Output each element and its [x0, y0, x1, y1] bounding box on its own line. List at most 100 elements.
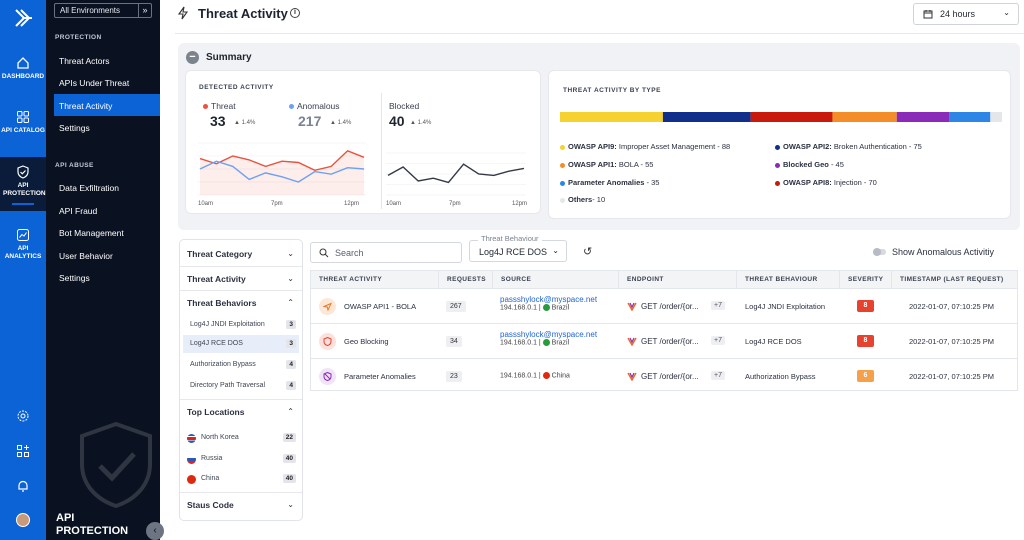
location-option[interactable]: Russia 40 [183, 450, 299, 468]
threat-behaviour: Log4J RCE DOS [745, 337, 802, 346]
geo-blocking-icon [319, 333, 336, 350]
nav-item-data-exfiltration[interactable]: Data Exfiltration [59, 183, 119, 193]
timestamp: 2022-01-07, 07:10:25 PM [909, 372, 995, 381]
nav-item-settings[interactable]: Settings [59, 123, 90, 133]
type-bar-segment [990, 112, 1002, 122]
x-tick-label: 10am [386, 201, 402, 207]
column-header[interactable]: THREAT ACTIVITY [311, 271, 439, 288]
anomalous-toggle-label: Show Anomalous Activitiy [892, 247, 995, 257]
detected-activity-card: DETECTED ACTIVITY Threat 33 ▲ 1.4% Anoma… [185, 70, 541, 214]
threat-type-stacked-bar [560, 112, 1002, 122]
flag-brazil-icon [542, 339, 550, 346]
source-email[interactable]: passshylock@myspace.net [500, 295, 598, 304]
source-ip: 194.168.0.1 | [500, 339, 541, 347]
filter-threat-category[interactable]: Threat Category [187, 249, 253, 259]
location-option[interactable]: China 40 [183, 470, 299, 488]
behavior-option[interactable]: Authorization Bypass 4 [183, 356, 299, 374]
table-row[interactable]: Geo Blocking 34 passshylock@myspace.net … [311, 323, 1017, 358]
severity-badge: 6 [857, 370, 874, 382]
nav-item-threat-activity[interactable]: Threat Activity [54, 94, 160, 116]
environment-selector[interactable]: All Environments » [54, 3, 152, 18]
top-bar: Threat Activity i 24 hours ⌄ [175, 0, 1024, 34]
source-email[interactable]: passshylock@myspace.net [500, 330, 598, 339]
rail-item-api-catalog[interactable]: API CATALOG [0, 110, 46, 135]
endpoint-path[interactable]: GET /order/{or... [641, 372, 699, 381]
behavior-option[interactable]: Directory Path Traversal 4 [183, 377, 299, 395]
search-input[interactable]: Search [310, 242, 462, 263]
collapse-nav-button[interactable]: ‹ [146, 522, 164, 540]
type-legend-item: OWASP API8: Injection - 70 [775, 178, 877, 187]
chevron-down-icon[interactable]: ⌄ [287, 500, 294, 509]
rail-item-api-analytics[interactable]: API ANALYTICS [0, 228, 46, 261]
rail-item-api-protection[interactable]: API PROTECTION [0, 157, 46, 211]
filter-threat-behaviors[interactable]: Threat Behaviors [187, 298, 257, 308]
calendar-icon [923, 10, 933, 19]
column-header[interactable]: ENDPOINT [619, 271, 737, 288]
chevron-up-icon[interactable]: ⌃ [287, 298, 294, 307]
activity-name: OWASP API1 - BOLA [344, 302, 417, 311]
chevron-down-icon[interactable]: ⌄ [287, 274, 294, 283]
collapse-icon[interactable]: − [186, 51, 199, 64]
nav-item-bot-management[interactable]: Bot Management [59, 228, 124, 238]
table-row[interactable]: Parameter Anomalies 23 194.168.0.1 | Chi… [311, 358, 1017, 393]
column-header[interactable]: REQUESTS [439, 271, 493, 288]
column-header[interactable]: SEVERITY [840, 271, 892, 288]
request-count: 267 [446, 301, 466, 312]
page-title: Threat Activity [198, 6, 288, 21]
chevron-up-icon[interactable]: ⌃ [287, 407, 294, 416]
type-bar-segment [560, 112, 663, 122]
threat-legend: Threat [203, 101, 236, 111]
home-icon [17, 57, 29, 69]
endpoint-path[interactable]: GET /order/{or... [641, 302, 699, 311]
avatar[interactable] [0, 513, 46, 527]
rail-label: API CATALOG [1, 127, 45, 134]
info-icon[interactable]: i [290, 8, 300, 18]
brand-logo-icon[interactable] [8, 4, 38, 32]
nav-item-user-behavior[interactable]: User Behavior [59, 251, 113, 261]
time-range-select[interactable]: 24 hours ⌄ [913, 3, 1019, 25]
behavior-option-selected[interactable]: Log4J RCE DOS 3 [183, 335, 299, 353]
nav-item-api-fraud[interactable]: API Fraud [59, 206, 98, 216]
blocked-legend: Blocked [389, 101, 420, 111]
location-option[interactable]: North Korea 22 [183, 429, 299, 447]
blocked-value: 40 [389, 113, 405, 129]
request-count: 23 [446, 371, 462, 382]
more-endpoints-badge[interactable]: +7 [711, 371, 725, 380]
rail-item-dashboard[interactable]: DASHBOARD [0, 56, 46, 81]
reset-icon[interactable]: ↺ [583, 246, 593, 258]
filter-status-code[interactable]: Staus Code [187, 500, 234, 510]
nav-item-abuse-settings[interactable]: Settings [59, 273, 90, 283]
chevron-double-right-icon[interactable]: » [138, 3, 151, 18]
filter-top-locations[interactable]: Top Locations [187, 407, 245, 417]
column-header[interactable]: TIMESTAMP (LAST REQUEST) [892, 271, 1017, 288]
column-header[interactable]: SOURCE [493, 271, 619, 288]
integrations-icon[interactable] [0, 444, 46, 458]
more-endpoints-badge[interactable]: +7 [711, 336, 725, 345]
settings-icon[interactable] [0, 409, 46, 423]
request-count: 34 [446, 336, 462, 347]
nav-item-apis-under-threat[interactable]: APIs Under Threat [59, 78, 130, 88]
bola-icon [319, 298, 336, 315]
threat-behaviour-select[interactable]: Threat Behaviour Log4J RCE DOS ⌄ [469, 234, 567, 262]
type-bar-segment [949, 112, 991, 122]
type-legend-item: OWASP API9: Improper Asset Management - … [560, 142, 730, 151]
detected-activity-caption: DETECTED ACTIVITY [199, 84, 274, 91]
summary-header[interactable]: − Summary [186, 51, 252, 64]
table-row[interactable]: OWASP API1 - BOLA 267 passshylock@myspac… [311, 288, 1017, 323]
behavior-option[interactable]: Log4J JNDI Exploitation 3 [183, 316, 299, 334]
threat-behaviour: Authorization Bypass [745, 372, 816, 381]
source: 194.168.0.1 | China [500, 372, 570, 379]
anomalous-toggle[interactable] [873, 248, 886, 256]
more-endpoints-badge[interactable]: +7 [711, 301, 725, 310]
nav-item-threat-actors[interactable]: Threat Actors [59, 56, 110, 66]
bell-icon[interactable] [0, 479, 46, 493]
source-country: China [551, 372, 570, 380]
chevron-down-icon[interactable]: ⌄ [287, 249, 294, 258]
filter-threat-activity[interactable]: Threat Activity [187, 274, 246, 284]
rail-label: DASHBOARD [1, 73, 45, 80]
endpoint-path[interactable]: GET /order/{or... [641, 337, 699, 346]
bolt-icon [177, 6, 189, 20]
column-header[interactable]: THREAT BEHAVIOUR [737, 271, 840, 288]
rail-label: API PROTECTION [3, 182, 46, 197]
source-country: Brazil [551, 339, 570, 347]
